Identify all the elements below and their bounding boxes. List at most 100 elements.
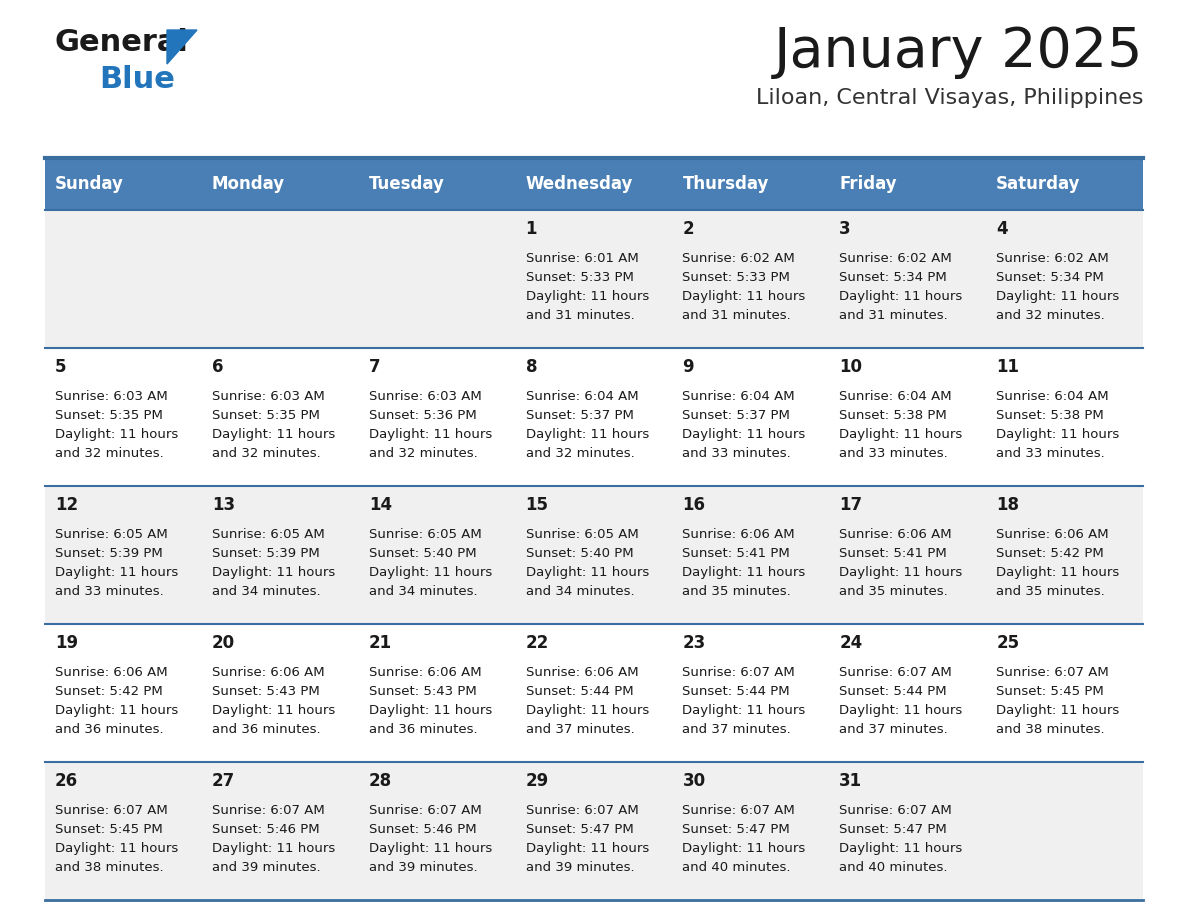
Text: Sunset: 5:34 PM: Sunset: 5:34 PM — [997, 271, 1104, 284]
Text: and 36 minutes.: and 36 minutes. — [55, 723, 164, 736]
Text: Sunset: 5:34 PM: Sunset: 5:34 PM — [839, 271, 947, 284]
Text: Tuesday: Tuesday — [368, 175, 444, 193]
Text: and 35 minutes.: and 35 minutes. — [682, 585, 791, 598]
Text: Sunset: 5:38 PM: Sunset: 5:38 PM — [839, 409, 947, 422]
Text: Sunset: 5:47 PM: Sunset: 5:47 PM — [525, 823, 633, 836]
Text: Daylight: 11 hours: Daylight: 11 hours — [368, 428, 492, 441]
Text: Daylight: 11 hours: Daylight: 11 hours — [997, 566, 1119, 579]
Text: Sunset: 5:43 PM: Sunset: 5:43 PM — [368, 685, 476, 698]
Text: Sunday: Sunday — [55, 175, 124, 193]
Text: and 33 minutes.: and 33 minutes. — [839, 447, 948, 460]
Text: 18: 18 — [997, 496, 1019, 514]
Text: Sunset: 5:41 PM: Sunset: 5:41 PM — [682, 547, 790, 560]
Text: and 39 minutes.: and 39 minutes. — [525, 861, 634, 874]
Text: Sunrise: 6:02 AM: Sunrise: 6:02 AM — [839, 252, 952, 265]
Text: Sunset: 5:39 PM: Sunset: 5:39 PM — [211, 547, 320, 560]
Text: and 31 minutes.: and 31 minutes. — [839, 309, 948, 322]
Text: Sunset: 5:40 PM: Sunset: 5:40 PM — [525, 547, 633, 560]
Text: and 39 minutes.: and 39 minutes. — [368, 861, 478, 874]
Text: Sunrise: 6:07 AM: Sunrise: 6:07 AM — [682, 666, 795, 679]
Bar — [45, 348, 1143, 486]
Text: Daylight: 11 hours: Daylight: 11 hours — [997, 704, 1119, 717]
Text: Friday: Friday — [839, 175, 897, 193]
Text: Sunrise: 6:07 AM: Sunrise: 6:07 AM — [839, 804, 952, 817]
Text: Sunset: 5:33 PM: Sunset: 5:33 PM — [525, 271, 633, 284]
Text: Sunrise: 6:02 AM: Sunrise: 6:02 AM — [682, 252, 795, 265]
Text: 12: 12 — [55, 496, 78, 514]
Text: 5: 5 — [55, 358, 67, 376]
Text: Sunrise: 6:05 AM: Sunrise: 6:05 AM — [525, 528, 638, 541]
Text: Daylight: 11 hours: Daylight: 11 hours — [211, 842, 335, 855]
Text: Sunset: 5:40 PM: Sunset: 5:40 PM — [368, 547, 476, 560]
Text: 30: 30 — [682, 772, 706, 790]
Text: Sunrise: 6:04 AM: Sunrise: 6:04 AM — [839, 390, 952, 403]
Text: and 37 minutes.: and 37 minutes. — [525, 723, 634, 736]
Text: Daylight: 11 hours: Daylight: 11 hours — [525, 428, 649, 441]
Text: Daylight: 11 hours: Daylight: 11 hours — [525, 290, 649, 303]
Text: Sunrise: 6:06 AM: Sunrise: 6:06 AM — [682, 528, 795, 541]
Text: 10: 10 — [839, 358, 862, 376]
Text: and 34 minutes.: and 34 minutes. — [525, 585, 634, 598]
Text: Sunset: 5:39 PM: Sunset: 5:39 PM — [55, 547, 163, 560]
Text: Daylight: 11 hours: Daylight: 11 hours — [55, 566, 178, 579]
Text: 22: 22 — [525, 634, 549, 652]
Text: and 31 minutes.: and 31 minutes. — [682, 309, 791, 322]
Text: Sunrise: 6:07 AM: Sunrise: 6:07 AM — [368, 804, 481, 817]
Text: Sunset: 5:46 PM: Sunset: 5:46 PM — [211, 823, 320, 836]
Text: Sunset: 5:35 PM: Sunset: 5:35 PM — [55, 409, 163, 422]
Text: Sunrise: 6:05 AM: Sunrise: 6:05 AM — [55, 528, 168, 541]
Text: 2: 2 — [682, 220, 694, 238]
Text: Sunset: 5:37 PM: Sunset: 5:37 PM — [525, 409, 633, 422]
Text: 14: 14 — [368, 496, 392, 514]
Text: Daylight: 11 hours: Daylight: 11 hours — [839, 566, 962, 579]
Text: Daylight: 11 hours: Daylight: 11 hours — [682, 428, 805, 441]
Text: Daylight: 11 hours: Daylight: 11 hours — [368, 842, 492, 855]
Text: Sunset: 5:45 PM: Sunset: 5:45 PM — [997, 685, 1104, 698]
Text: 24: 24 — [839, 634, 862, 652]
Text: Daylight: 11 hours: Daylight: 11 hours — [682, 566, 805, 579]
Text: Sunset: 5:38 PM: Sunset: 5:38 PM — [997, 409, 1104, 422]
Text: Sunrise: 6:07 AM: Sunrise: 6:07 AM — [682, 804, 795, 817]
Text: 29: 29 — [525, 772, 549, 790]
Text: 23: 23 — [682, 634, 706, 652]
Text: Sunset: 5:44 PM: Sunset: 5:44 PM — [525, 685, 633, 698]
Text: Daylight: 11 hours: Daylight: 11 hours — [839, 290, 962, 303]
Text: and 32 minutes.: and 32 minutes. — [997, 309, 1105, 322]
Text: Daylight: 11 hours: Daylight: 11 hours — [997, 290, 1119, 303]
Text: and 32 minutes.: and 32 minutes. — [525, 447, 634, 460]
Text: Sunset: 5:47 PM: Sunset: 5:47 PM — [839, 823, 947, 836]
Text: Sunrise: 6:06 AM: Sunrise: 6:06 AM — [211, 666, 324, 679]
Text: Daylight: 11 hours: Daylight: 11 hours — [55, 428, 178, 441]
Text: Saturday: Saturday — [997, 175, 1081, 193]
Text: 28: 28 — [368, 772, 392, 790]
Text: 15: 15 — [525, 496, 549, 514]
Text: and 33 minutes.: and 33 minutes. — [55, 585, 164, 598]
Text: 21: 21 — [368, 634, 392, 652]
Text: 26: 26 — [55, 772, 78, 790]
Text: Daylight: 11 hours: Daylight: 11 hours — [368, 566, 492, 579]
Text: 25: 25 — [997, 634, 1019, 652]
Text: Daylight: 11 hours: Daylight: 11 hours — [682, 290, 805, 303]
Text: Daylight: 11 hours: Daylight: 11 hours — [997, 428, 1119, 441]
Text: Sunrise: 6:07 AM: Sunrise: 6:07 AM — [839, 666, 952, 679]
Text: Sunrise: 6:01 AM: Sunrise: 6:01 AM — [525, 252, 638, 265]
Text: Sunrise: 6:06 AM: Sunrise: 6:06 AM — [997, 528, 1108, 541]
Text: Sunset: 5:43 PM: Sunset: 5:43 PM — [211, 685, 320, 698]
Text: and 39 minutes.: and 39 minutes. — [211, 861, 321, 874]
Text: January 2025: January 2025 — [773, 25, 1143, 79]
Text: Monday: Monday — [211, 175, 285, 193]
Text: and 32 minutes.: and 32 minutes. — [368, 447, 478, 460]
Text: and 37 minutes.: and 37 minutes. — [839, 723, 948, 736]
Bar — [45, 624, 1143, 762]
Text: and 35 minutes.: and 35 minutes. — [997, 585, 1105, 598]
Text: Sunrise: 6:06 AM: Sunrise: 6:06 AM — [839, 528, 952, 541]
Text: Daylight: 11 hours: Daylight: 11 hours — [839, 428, 962, 441]
Text: Daylight: 11 hours: Daylight: 11 hours — [368, 704, 492, 717]
Text: Sunrise: 6:04 AM: Sunrise: 6:04 AM — [525, 390, 638, 403]
Text: and 34 minutes.: and 34 minutes. — [368, 585, 478, 598]
Text: Wednesday: Wednesday — [525, 175, 633, 193]
Text: 6: 6 — [211, 358, 223, 376]
Text: Daylight: 11 hours: Daylight: 11 hours — [839, 704, 962, 717]
Text: and 40 minutes.: and 40 minutes. — [682, 861, 791, 874]
Text: Sunset: 5:42 PM: Sunset: 5:42 PM — [997, 547, 1104, 560]
